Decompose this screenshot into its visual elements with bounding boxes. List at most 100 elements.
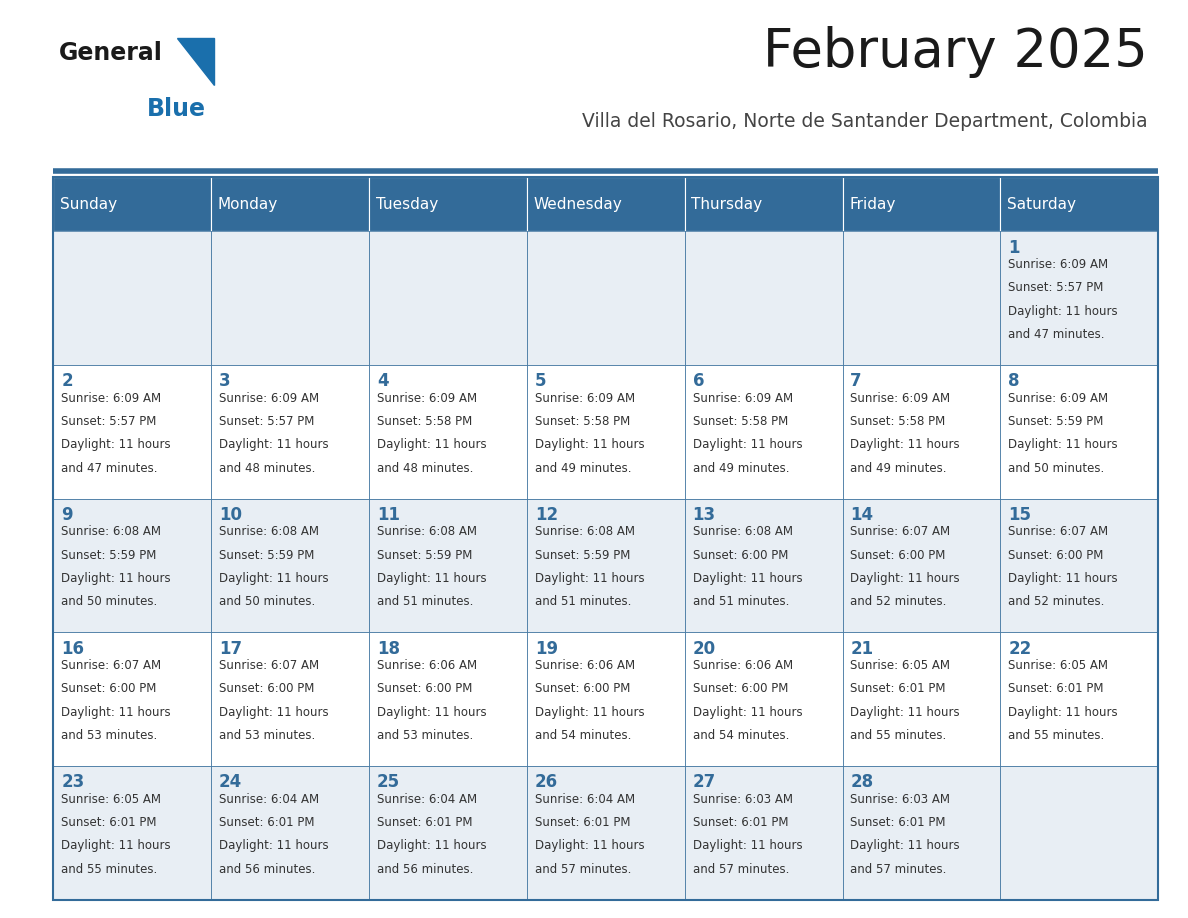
Text: Daylight: 11 hours: Daylight: 11 hours: [219, 572, 329, 585]
Text: Daylight: 11 hours: Daylight: 11 hours: [377, 706, 487, 719]
Bar: [842, 498, 1000, 633]
Text: and 53 minutes.: and 53 minutes.: [219, 729, 315, 742]
Text: Daylight: 11 hours: Daylight: 11 hours: [693, 572, 802, 585]
Text: Daylight: 11 hours: Daylight: 11 hours: [535, 839, 644, 853]
Text: Sunset: 6:00 PM: Sunset: 6:00 PM: [693, 549, 788, 562]
Text: 1: 1: [1009, 239, 1019, 257]
Text: and 48 minutes.: and 48 minutes.: [377, 462, 473, 475]
Text: Sunrise: 6:05 AM: Sunrise: 6:05 AM: [851, 659, 950, 672]
Text: Sunset: 6:01 PM: Sunset: 6:01 PM: [851, 682, 946, 695]
Text: Sunset: 5:58 PM: Sunset: 5:58 PM: [377, 415, 472, 428]
Text: and 56 minutes.: and 56 minutes.: [219, 863, 315, 876]
Text: and 49 minutes.: and 49 minutes.: [535, 462, 631, 475]
Text: Sunrise: 6:07 AM: Sunrise: 6:07 AM: [1009, 525, 1108, 538]
Bar: [369, 365, 527, 498]
Text: Sunset: 6:00 PM: Sunset: 6:00 PM: [377, 682, 473, 695]
Bar: [211, 766, 369, 900]
Text: 27: 27: [693, 773, 716, 791]
Text: Daylight: 11 hours: Daylight: 11 hours: [1009, 305, 1118, 318]
Text: Sunrise: 6:09 AM: Sunrise: 6:09 AM: [851, 392, 950, 405]
Bar: [1000, 365, 1158, 498]
Text: Wednesday: Wednesday: [533, 196, 623, 212]
Text: Sunrise: 6:09 AM: Sunrise: 6:09 AM: [535, 392, 634, 405]
Text: Daylight: 11 hours: Daylight: 11 hours: [1009, 572, 1118, 585]
Text: February 2025: February 2025: [763, 26, 1148, 78]
Text: 5: 5: [535, 372, 546, 390]
Text: Thursday: Thursday: [691, 196, 763, 212]
Bar: [369, 177, 527, 231]
Text: 11: 11: [377, 506, 400, 524]
Bar: [369, 231, 527, 365]
Text: Monday: Monday: [217, 196, 278, 212]
Text: Daylight: 11 hours: Daylight: 11 hours: [851, 572, 960, 585]
Text: Daylight: 11 hours: Daylight: 11 hours: [62, 839, 171, 853]
Text: 8: 8: [1009, 372, 1019, 390]
Text: Sunrise: 6:09 AM: Sunrise: 6:09 AM: [1009, 392, 1108, 405]
Text: Sunset: 6:00 PM: Sunset: 6:00 PM: [219, 682, 315, 695]
Bar: [684, 498, 842, 633]
Text: 16: 16: [62, 640, 84, 657]
Bar: [53, 177, 211, 231]
Text: 18: 18: [377, 640, 400, 657]
Text: Sunset: 5:59 PM: Sunset: 5:59 PM: [1009, 415, 1104, 428]
Text: Daylight: 11 hours: Daylight: 11 hours: [219, 839, 329, 853]
Text: Daylight: 11 hours: Daylight: 11 hours: [219, 706, 329, 719]
Text: 15: 15: [1009, 506, 1031, 524]
Bar: [684, 633, 842, 766]
Text: 17: 17: [219, 640, 242, 657]
Text: Sunrise: 6:09 AM: Sunrise: 6:09 AM: [1009, 258, 1108, 271]
Text: Sunrise: 6:08 AM: Sunrise: 6:08 AM: [62, 525, 162, 538]
Text: Daylight: 11 hours: Daylight: 11 hours: [62, 572, 171, 585]
Text: 21: 21: [851, 640, 873, 657]
Text: Friday: Friday: [849, 196, 896, 212]
Text: Daylight: 11 hours: Daylight: 11 hours: [693, 706, 802, 719]
Text: Villa del Rosario, Norte de Santander Department, Colombia: Villa del Rosario, Norte de Santander De…: [582, 112, 1148, 131]
Bar: [842, 231, 1000, 365]
Bar: [53, 365, 211, 498]
Text: and 53 minutes.: and 53 minutes.: [377, 729, 473, 742]
Text: Daylight: 11 hours: Daylight: 11 hours: [693, 439, 802, 452]
Text: Daylight: 11 hours: Daylight: 11 hours: [62, 706, 171, 719]
Text: Sunset: 5:59 PM: Sunset: 5:59 PM: [219, 549, 315, 562]
Bar: [842, 365, 1000, 498]
Bar: [684, 177, 842, 231]
Text: 26: 26: [535, 773, 558, 791]
Text: Daylight: 11 hours: Daylight: 11 hours: [377, 572, 487, 585]
Text: Daylight: 11 hours: Daylight: 11 hours: [1009, 706, 1118, 719]
Text: Sunset: 6:01 PM: Sunset: 6:01 PM: [377, 816, 473, 829]
Text: Daylight: 11 hours: Daylight: 11 hours: [535, 706, 644, 719]
Bar: [1000, 498, 1158, 633]
Bar: [53, 766, 211, 900]
Text: Sunset: 6:01 PM: Sunset: 6:01 PM: [62, 816, 157, 829]
Text: and 47 minutes.: and 47 minutes.: [1009, 328, 1105, 341]
Text: Saturday: Saturday: [1007, 196, 1076, 212]
Text: 19: 19: [535, 640, 558, 657]
Text: and 53 minutes.: and 53 minutes.: [62, 729, 158, 742]
Text: 9: 9: [62, 506, 72, 524]
Text: Daylight: 11 hours: Daylight: 11 hours: [535, 572, 644, 585]
Text: Daylight: 11 hours: Daylight: 11 hours: [535, 439, 644, 452]
Text: Daylight: 11 hours: Daylight: 11 hours: [219, 439, 329, 452]
Text: Sunset: 6:01 PM: Sunset: 6:01 PM: [1009, 682, 1104, 695]
Text: Sunrise: 6:07 AM: Sunrise: 6:07 AM: [62, 659, 162, 672]
Text: Sunrise: 6:05 AM: Sunrise: 6:05 AM: [1009, 659, 1108, 672]
Text: Sunset: 5:59 PM: Sunset: 5:59 PM: [535, 549, 630, 562]
Text: Sunset: 6:00 PM: Sunset: 6:00 PM: [535, 682, 630, 695]
Text: General: General: [59, 41, 163, 65]
Text: Daylight: 11 hours: Daylight: 11 hours: [851, 439, 960, 452]
Text: and 51 minutes.: and 51 minutes.: [377, 596, 473, 609]
Text: Sunset: 6:01 PM: Sunset: 6:01 PM: [851, 816, 946, 829]
Text: and 51 minutes.: and 51 minutes.: [535, 596, 631, 609]
Bar: [527, 766, 684, 900]
Text: 20: 20: [693, 640, 715, 657]
Text: Sunrise: 6:08 AM: Sunrise: 6:08 AM: [377, 525, 476, 538]
Text: and 55 minutes.: and 55 minutes.: [62, 863, 158, 876]
Text: and 57 minutes.: and 57 minutes.: [535, 863, 631, 876]
Text: Sunset: 5:57 PM: Sunset: 5:57 PM: [62, 415, 157, 428]
Text: Sunrise: 6:04 AM: Sunrise: 6:04 AM: [219, 792, 320, 806]
Text: Sunrise: 6:09 AM: Sunrise: 6:09 AM: [62, 392, 162, 405]
Bar: [53, 498, 211, 633]
Text: Sunset: 6:00 PM: Sunset: 6:00 PM: [693, 682, 788, 695]
Bar: [1000, 177, 1158, 231]
Text: Sunrise: 6:09 AM: Sunrise: 6:09 AM: [693, 392, 792, 405]
